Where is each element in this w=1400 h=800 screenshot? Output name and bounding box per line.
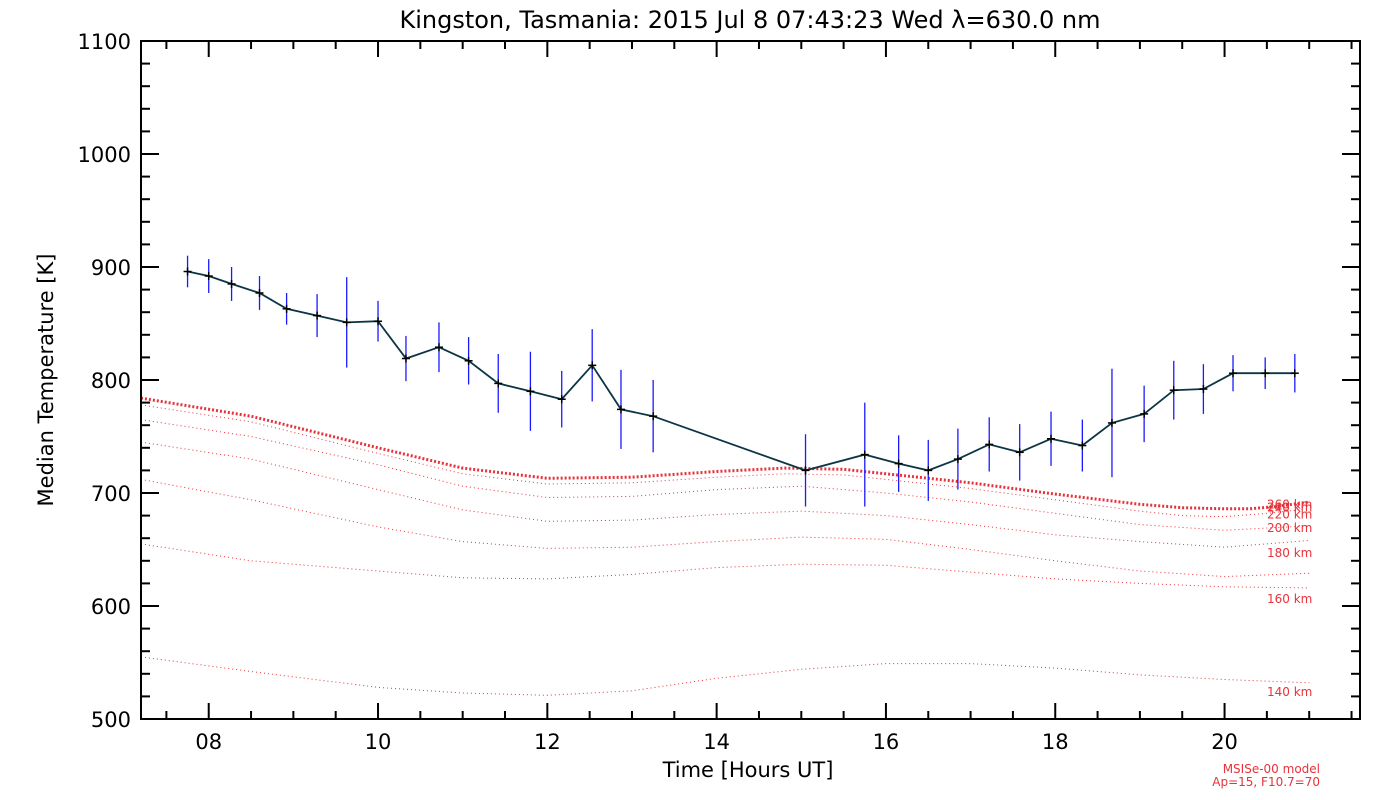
model-curve-180-km [140,441,1310,548]
y-axis-label: Median Temperature [K] [34,254,58,507]
measured-point [255,288,264,297]
x-axis-label: Time [Hours UT] [662,758,834,782]
altitude-label: 260 km [1267,497,1312,511]
measured-point [953,455,962,464]
measured-point [464,356,473,365]
y-tick-label: 1000 [78,143,131,167]
measured-point [434,343,443,352]
measured-point [313,311,322,320]
x-tick-label: 20 [1211,730,1238,754]
altitude-label: 160 km [1267,592,1312,606]
measured-point [1169,386,1178,395]
measured-point [183,267,192,276]
measured-point [1107,418,1116,427]
measured-point [588,361,597,370]
axis-tick-labels: 08 10 12 14 16 18 20 500 600 700 800 900 1000 1100 [78,30,1238,754]
y-tick-label: 500 [91,708,131,732]
measured-point [1015,448,1024,457]
measured-point [401,354,410,363]
y-tick-label: 800 [91,369,131,393]
y-tick-label: 600 [91,595,131,619]
axis-ticks [141,40,1360,720]
measured-point [494,379,503,388]
model-curve-240-km [140,396,1310,511]
y-tick-label: 1100 [78,30,131,54]
measured-point [227,279,236,288]
altitude-label: 180 km [1267,546,1312,560]
measured-point [1047,434,1056,443]
measured-point [1229,369,1238,378]
measured-series [183,255,1299,507]
x-tick-label: 14 [703,730,730,754]
model-curve-160-km [140,478,1310,578]
measured-point [985,440,994,449]
measured-point [860,450,869,459]
x-tick-label: 16 [873,730,900,754]
measured-point [894,459,903,468]
y-tick-label: 700 [91,482,131,506]
measured-point [1078,441,1087,450]
x-tick-label: 18 [1042,730,1069,754]
measured-point [342,318,351,327]
model-curve-140-km [140,543,1310,589]
x-tick-label: 08 [195,730,222,754]
measured-point [374,317,383,326]
measured-point [526,387,535,396]
measured-point [204,272,213,281]
measured-point [1261,369,1270,378]
x-tick-label: 10 [365,730,392,754]
model-note-line-2: Ap=15, F10.7=70 [1212,775,1320,789]
measured-point [1290,369,1299,378]
measured-point [1199,385,1208,394]
plot-frame [140,40,1361,720]
measured-point [282,304,291,313]
measured-point [1140,409,1149,418]
chart-title: Kingston, Tasmania: 2015 Jul 8 07:43:23 … [399,6,1100,34]
measured-point [924,466,933,475]
altitude-label: 200 km [1267,521,1312,535]
altitude-label: 220 km [1267,507,1312,521]
measured-point [649,412,658,421]
model-note-line-1: MSISe-00 model [1223,762,1320,776]
measured-point [616,405,625,414]
model-curve-220-km [140,404,1310,518]
measured-point [557,395,566,404]
y-tick-label: 900 [91,256,131,280]
measured-point [801,466,810,475]
altitude-label: 140 km [1267,685,1312,699]
x-tick-label: 12 [534,730,561,754]
altitude-label: 240 km [1267,501,1312,515]
model-curve-120-km [140,656,1310,696]
